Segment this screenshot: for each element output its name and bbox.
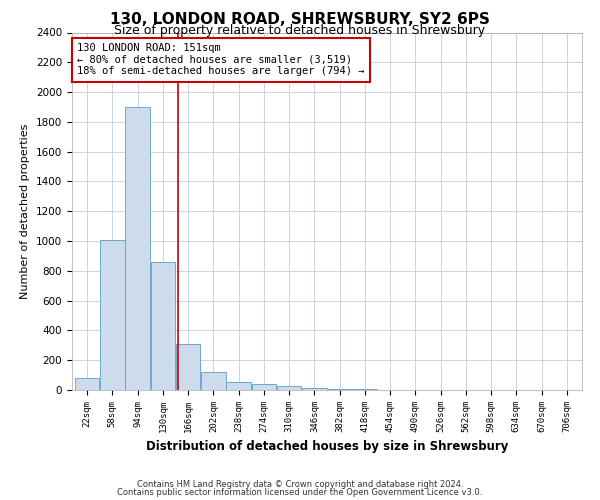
Bar — [302, 388, 326, 390]
Bar — [328, 388, 352, 390]
Text: Contains public sector information licensed under the Open Government Licence v3: Contains public sector information licen… — [118, 488, 482, 497]
Bar — [176, 344, 200, 390]
Y-axis label: Number of detached properties: Number of detached properties — [20, 124, 31, 299]
Bar — [251, 384, 276, 390]
Text: 130 LONDON ROAD: 151sqm
← 80% of detached houses are smaller (3,519)
18% of semi: 130 LONDON ROAD: 151sqm ← 80% of detache… — [77, 43, 365, 76]
Text: Size of property relative to detached houses in Shrewsbury: Size of property relative to detached ho… — [115, 24, 485, 37]
Bar — [226, 382, 251, 390]
Bar — [75, 378, 100, 390]
X-axis label: Distribution of detached houses by size in Shrewsbury: Distribution of detached houses by size … — [146, 440, 508, 454]
Text: 130, LONDON ROAD, SHREWSBURY, SY2 6PS: 130, LONDON ROAD, SHREWSBURY, SY2 6PS — [110, 12, 490, 28]
Bar — [277, 386, 301, 390]
Bar — [125, 107, 150, 390]
Bar — [151, 262, 175, 390]
Bar — [201, 372, 226, 390]
Bar — [100, 240, 125, 390]
Text: Contains HM Land Registry data © Crown copyright and database right 2024.: Contains HM Land Registry data © Crown c… — [137, 480, 463, 489]
